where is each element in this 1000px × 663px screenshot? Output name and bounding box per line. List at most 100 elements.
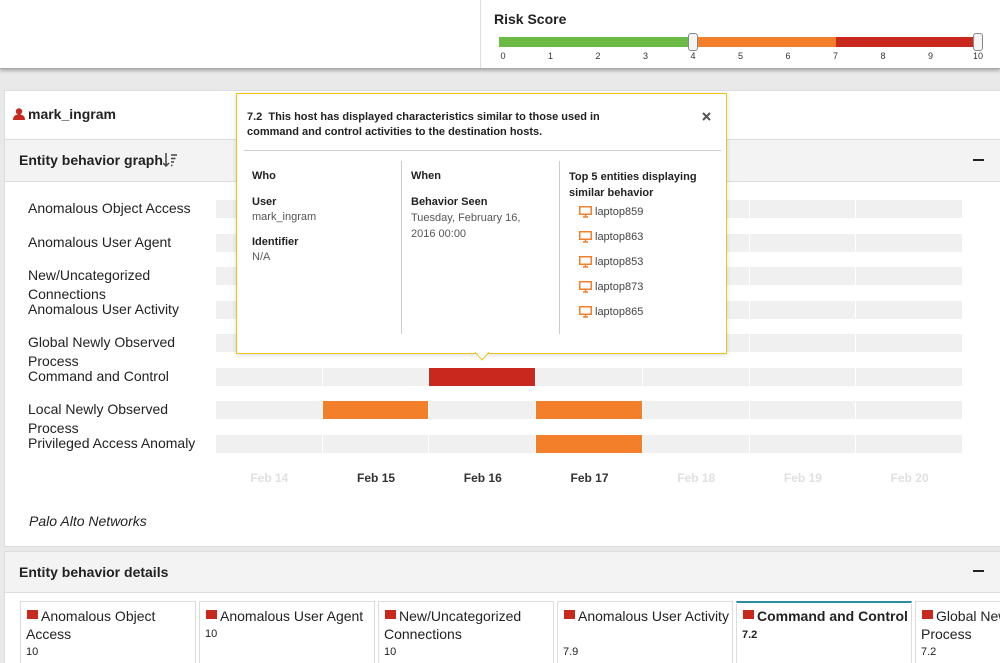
row-label: Command and Control	[28, 367, 169, 384]
when-heading: When	[411, 170, 441, 182]
field-label: User	[252, 196, 277, 208]
risk-tick-label: 7	[832, 51, 838, 61]
card-score: 7.2	[742, 629, 758, 641]
grid-cell	[322, 401, 429, 419]
grid-cell	[429, 367, 536, 386]
grid-cell	[749, 367, 856, 386]
field-value: Tuesday, February 16, 2016 00:00	[411, 212, 521, 240]
field-value: mark_ingram	[252, 211, 317, 223]
behavior-card[interactable]: Anomalous User Agent 10	[199, 601, 375, 663]
card-icon	[206, 610, 217, 619]
grid-cell	[856, 334, 962, 352]
behavior-card[interactable]: Anomalous User Activity 7.9	[557, 601, 733, 663]
entity-link[interactable]: laptop863	[595, 231, 644, 243]
card-name: New/Uncategorized Connections	[384, 608, 522, 642]
grid-cell	[749, 334, 856, 352]
card-score: 7.2	[921, 646, 937, 658]
entity-link[interactable]: laptop853	[595, 256, 644, 268]
risk-band	[835, 37, 983, 47]
behavior-card[interactable]: Anomalous Object Access 10	[20, 601, 196, 663]
entity-link[interactable]: laptop865	[595, 306, 644, 318]
risk-handle[interactable]	[973, 33, 983, 51]
monitor-icon	[579, 231, 592, 243]
grid-cell	[856, 401, 962, 419]
grid-cell	[536, 367, 642, 386]
grid-cell	[856, 300, 962, 319]
grid-cell	[322, 434, 429, 453]
grid-cell	[749, 233, 856, 252]
card-score: 7.9	[563, 646, 579, 658]
field-value: N/A	[252, 251, 271, 263]
risk-band	[499, 37, 693, 47]
card-icon	[27, 610, 38, 619]
row-label: Anomalous User Activity	[28, 300, 179, 317]
risk-band	[693, 37, 836, 47]
close-button[interactable]	[702, 112, 711, 121]
tooltip-header: 7.2 This host has displayed characterist…	[247, 110, 637, 140]
card-score: 10	[384, 646, 397, 658]
similar-heading: Top 5 entities displaying similar behavi…	[569, 171, 697, 199]
risk-title: Risk Score	[494, 11, 567, 27]
card-name: Command and Control	[757, 608, 908, 624]
grid-cell	[429, 434, 536, 453]
risk-tick-label: 0	[500, 51, 506, 61]
grid-cell	[642, 401, 749, 419]
grid-cell	[749, 267, 856, 285]
entity-link[interactable]: laptop859	[595, 206, 644, 218]
collapse-button[interactable]	[973, 570, 984, 572]
divider	[401, 161, 402, 334]
top-bar	[0, 0, 1000, 69]
grid-cell	[856, 267, 962, 285]
risk-tick-label: 6	[785, 51, 791, 61]
field-label: Behavior Seen	[411, 196, 488, 208]
tooltip-text: This host has displayed characteristics …	[247, 111, 600, 138]
behavior-card[interactable]: Global Newly Observed Process 7.2	[915, 601, 1000, 663]
monitor-icon	[579, 256, 592, 268]
row-label: Anomalous Object Access	[28, 200, 191, 216]
field-label: Identifier	[252, 236, 299, 248]
grid-cell	[642, 367, 749, 386]
card-icon	[385, 610, 396, 619]
date-label: Feb 15	[357, 471, 396, 485]
risk-tick-label: 4	[690, 51, 696, 61]
behavior-card[interactable]: New/Uncategorized Connections 10	[378, 601, 554, 663]
grid-cell	[536, 401, 642, 419]
grid-cell	[536, 434, 642, 453]
risk-handle[interactable]	[688, 33, 698, 51]
risk-tick-label: 10	[972, 51, 983, 61]
divider	[559, 161, 560, 334]
behavior-card[interactable]: Command and Control 7.2	[736, 601, 912, 663]
card-name: Anomalous Object Access	[26, 608, 156, 642]
grid-cell	[856, 367, 962, 386]
grid-cell	[429, 401, 536, 419]
risk-tick-label: 1	[547, 51, 553, 61]
card-icon	[922, 610, 933, 619]
row-label: New/Uncategorized Connections	[28, 267, 151, 302]
footer-text: Palo Alto Networks	[29, 513, 147, 529]
risk-tick-label: 8	[880, 51, 886, 61]
date-label: Feb 18	[677, 471, 716, 485]
sort-icon[interactable]	[163, 152, 177, 168]
card-name: Anomalous User Agent	[220, 608, 364, 624]
risk-tick-label: 9	[927, 51, 933, 61]
card-name: Anomalous User Activity	[578, 608, 729, 624]
who-heading: Who	[252, 170, 276, 182]
row-label: Global Newly Observed Process	[28, 334, 176, 369]
grid-cell	[749, 401, 856, 419]
date-label: Feb 17	[570, 471, 609, 485]
grid-cell	[749, 300, 856, 319]
monitor-icon	[579, 306, 592, 318]
monitor-icon	[579, 206, 592, 218]
date-label: Feb 14	[250, 471, 289, 485]
grid-cell	[322, 367, 429, 386]
card-score: 10	[26, 646, 39, 658]
collapse-button[interactable]	[973, 159, 984, 161]
entity-link[interactable]: laptop873	[595, 281, 644, 293]
separator	[244, 150, 721, 151]
card-score: 10	[205, 628, 218, 640]
date-label: Feb 20	[890, 471, 929, 485]
user-icon	[13, 108, 25, 120]
grid-cell	[856, 233, 962, 252]
details-header: Entity behavior details	[5, 552, 1000, 593]
